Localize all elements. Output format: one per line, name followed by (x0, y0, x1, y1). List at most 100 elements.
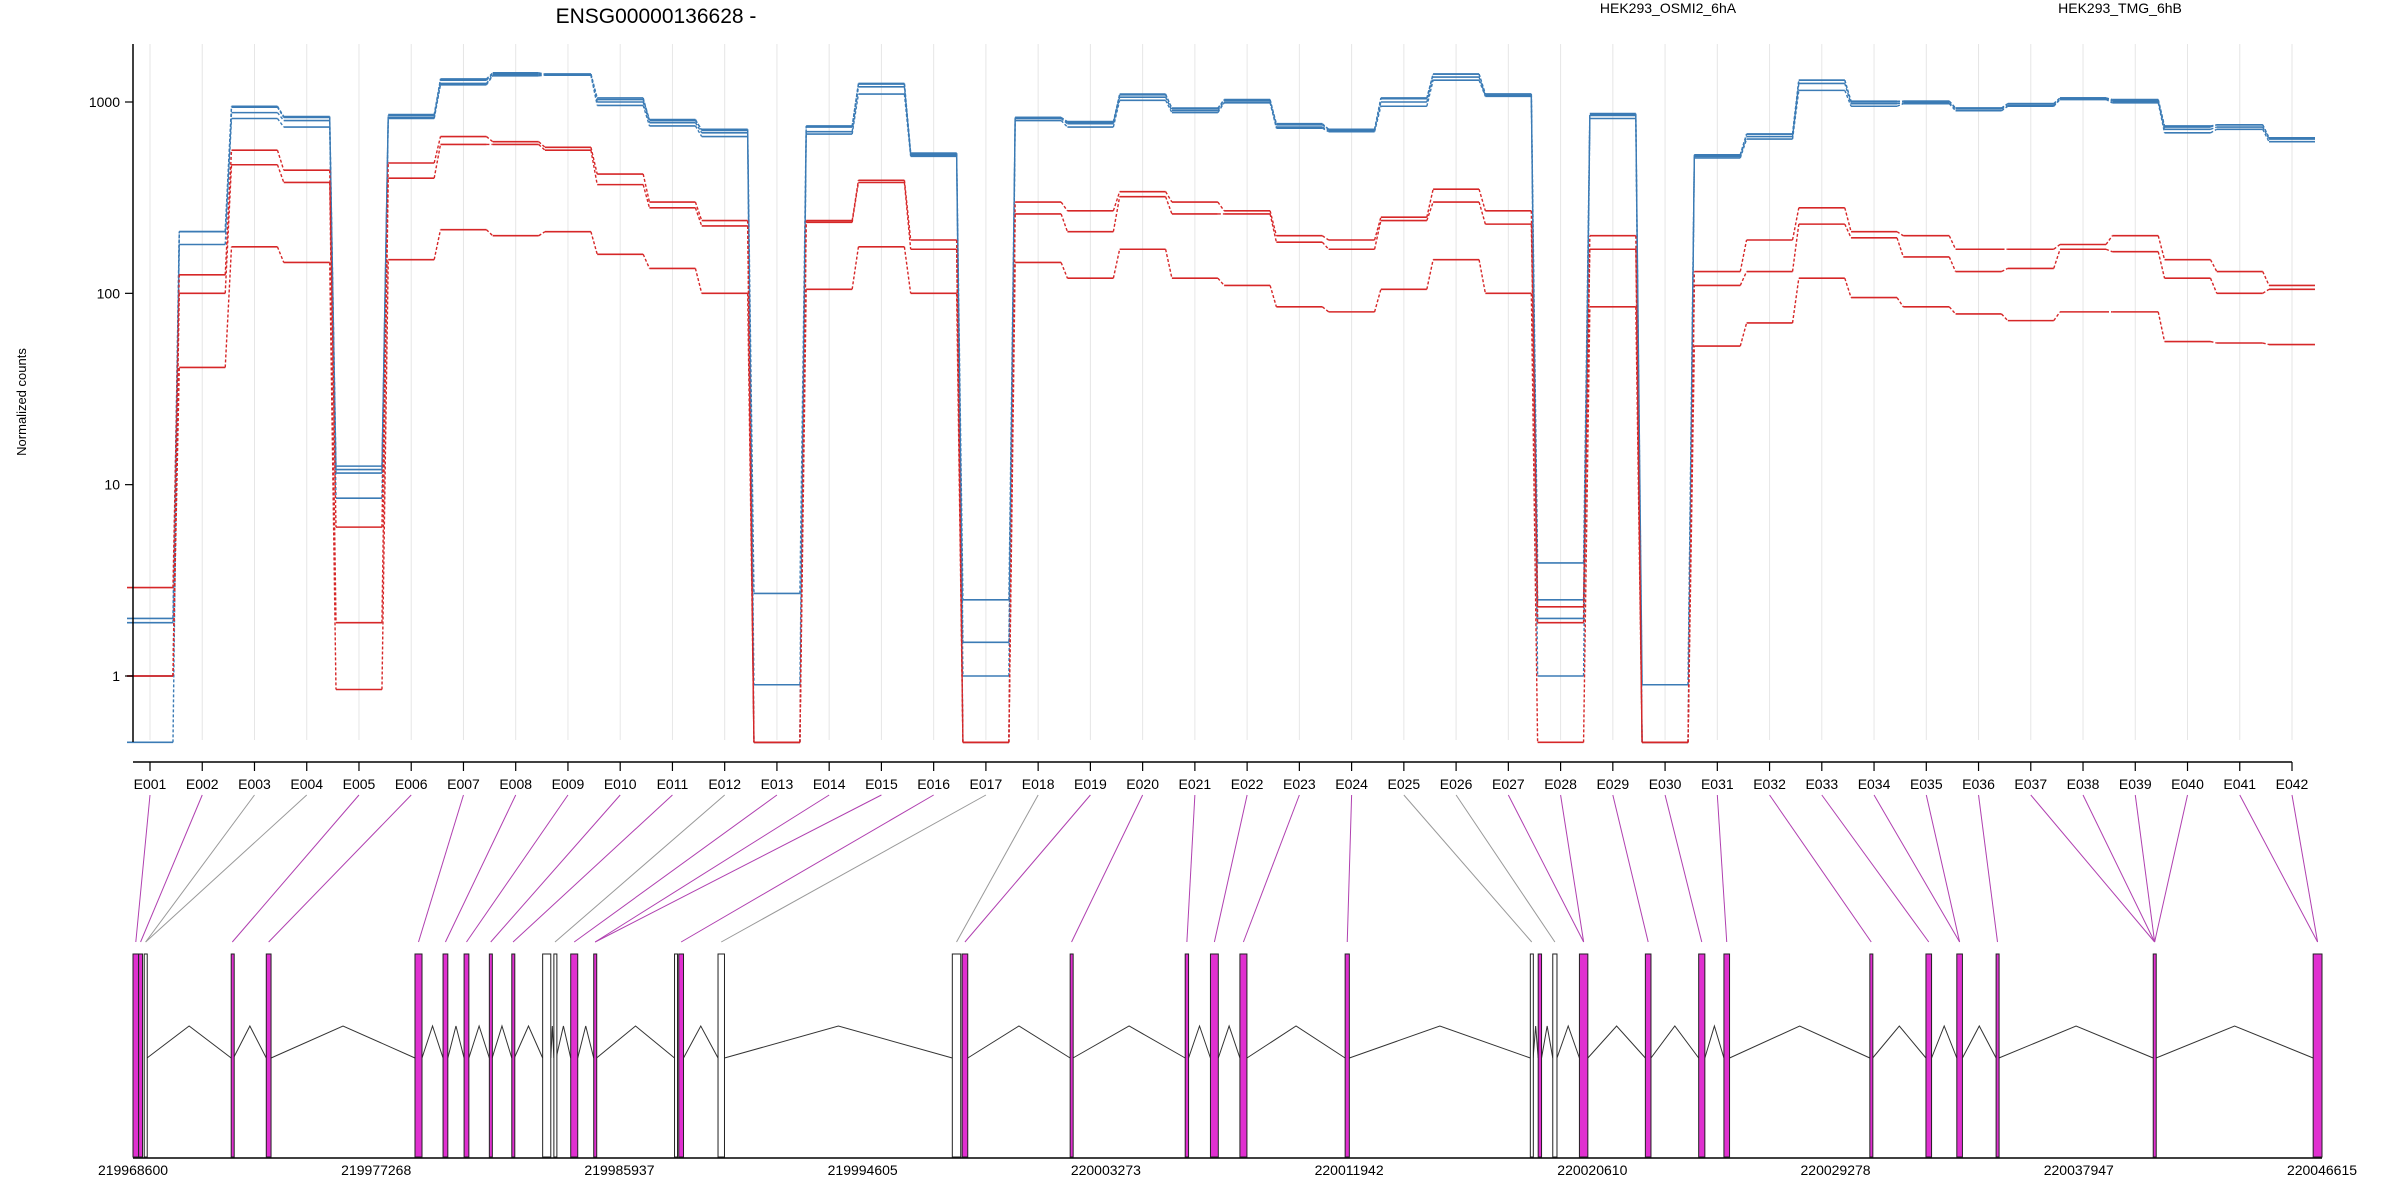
bin-transition (276, 118, 285, 128)
exon-box (463, 953, 470, 1158)
bin-transition (851, 246, 860, 290)
bin-transition (2105, 97, 2113, 102)
bin-transition (1791, 80, 1800, 135)
bin-transition (2053, 243, 2061, 250)
bin-transition (538, 72, 546, 75)
bin-transition (1164, 94, 1173, 109)
bin-exon-connector (1071, 794, 1144, 943)
exon-box (138, 953, 144, 1158)
coordinate-tick-label: 220037947 (2044, 1162, 2114, 1178)
bin-transition (538, 143, 546, 151)
bin-exon-connector (145, 794, 255, 943)
vertical-gridlines (149, 44, 2293, 740)
bin-transition (2210, 126, 2218, 130)
bin-transition (590, 147, 598, 175)
gene-model (132, 953, 2323, 1159)
bin-transition (1217, 102, 1225, 113)
exon-box (132, 953, 140, 1158)
bin-transition (1791, 83, 1800, 137)
bin-transition (2209, 259, 2218, 272)
bin-transition (1164, 96, 1173, 112)
bin-exon-connector (418, 794, 464, 943)
bin-transition (2105, 98, 2113, 104)
bin-transition (1791, 224, 1800, 272)
intron-line (447, 1025, 465, 1059)
bin-transition (1739, 239, 1748, 272)
intron-line (967, 1025, 1071, 1059)
bin-exon-connector (2030, 794, 2156, 943)
intron-line (1246, 1025, 1346, 1059)
exon-box-untested (143, 953, 148, 1158)
bin-transition (1269, 210, 1278, 236)
bin-transition (2157, 235, 2166, 260)
bin-exon-connector (1403, 794, 1533, 943)
bin-transition (1530, 96, 1539, 677)
x-tick-label: E015 (865, 776, 898, 792)
expression-lines (127, 72, 2315, 744)
intron-line (1931, 1024, 1958, 1059)
x-tick-label: E018 (1022, 776, 1055, 792)
bin-transition (694, 119, 703, 131)
bin-transition (799, 125, 807, 594)
intron-line (468, 1024, 490, 1059)
intron-line (550, 1025, 555, 1059)
intron-line (513, 1024, 544, 1059)
y-tick-label: 10 (104, 477, 120, 493)
x-tick-label: E031 (1701, 776, 1734, 792)
bin-transition (2262, 288, 2270, 294)
x-tick-label: E013 (761, 776, 794, 792)
bin-transition (2157, 251, 2166, 279)
exon-box (1184, 953, 1190, 1158)
bin-transition (276, 112, 285, 121)
bin-transition (276, 164, 285, 183)
bin-transition (1896, 100, 1904, 103)
coordinate-tick-label: 220046615 (2287, 1162, 2357, 1178)
bin-transition (1060, 117, 1068, 125)
bin-exon-connector (554, 794, 726, 943)
genomic-coordinate-ticks: 219968600 219977268 219985937 219994605 2200… (98, 1162, 2357, 1178)
bin-transition (1112, 191, 1121, 212)
intron-line (1872, 1025, 1927, 1059)
bin-transition (2053, 97, 2061, 105)
bin-to-exon-connectors (135, 794, 2319, 943)
bin-transition (1321, 241, 1330, 250)
x-tick-label: E005 (343, 776, 376, 792)
bin-transition (1896, 237, 1904, 258)
exon-box (1869, 953, 1874, 1158)
bin-transition (694, 268, 703, 294)
bin-exon-connector (1242, 794, 1300, 943)
chart-title: ENSG00000136628 - (556, 5, 757, 28)
x-tick-label: E014 (813, 776, 846, 792)
exon-box (593, 953, 598, 1158)
bin-transition (1426, 73, 1434, 99)
bin-exon-connector (1769, 794, 1872, 943)
bin-exon-connector (231, 794, 360, 943)
bin-transition (642, 184, 651, 208)
bin-exon-connector (512, 794, 673, 943)
x-tick-label: E028 (1544, 776, 1577, 792)
bin-exon-connector (268, 794, 412, 943)
series-7 (127, 228, 2315, 744)
bin-exon-connector (2082, 794, 2156, 943)
bin-transition (851, 182, 860, 223)
x-tick-label: E002 (186, 776, 219, 792)
bin-transition (1739, 138, 1748, 159)
bin-transition (1478, 189, 1487, 211)
intron-line (233, 1024, 267, 1059)
bin-transition (955, 156, 964, 677)
x-tick-label: E016 (917, 776, 950, 792)
x-tick-label: E023 (1283, 776, 1316, 792)
bin-transition (1321, 235, 1330, 241)
bin-transition (485, 229, 494, 237)
bin-transition (2053, 99, 2061, 107)
legend-label-tmg: HEK293_TMG_6hB (2058, 0, 2182, 16)
y-axis-label: Normalized counts (14, 348, 29, 456)
bin-transition (1373, 98, 1382, 130)
exon-box (511, 953, 516, 1158)
exon-box (678, 953, 685, 1158)
intron-line (1704, 1024, 1725, 1059)
bin-transition (1008, 120, 1016, 677)
x-tick-label: E012 (708, 776, 741, 792)
bin-transition (2262, 124, 2270, 139)
